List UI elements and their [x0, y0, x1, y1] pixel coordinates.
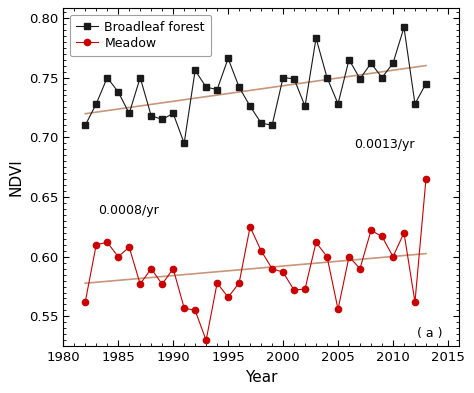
Broadleaf forest [148, 114, 154, 118]
Broadleaf forest [302, 104, 308, 108]
Meadow [93, 242, 99, 247]
Meadow [357, 266, 363, 271]
Broadleaf forest [182, 141, 187, 146]
Meadow [335, 307, 341, 312]
Meadow [214, 281, 220, 285]
Meadow [225, 295, 231, 299]
Meadow [291, 288, 297, 292]
Broadleaf forest [236, 85, 242, 90]
Meadow [247, 224, 253, 229]
Broadleaf forest [324, 75, 330, 80]
Broadleaf forest [291, 76, 297, 81]
Broadleaf forest [368, 61, 374, 66]
Broadleaf forest [379, 75, 385, 80]
Text: 0.0008/yr: 0.0008/yr [99, 204, 159, 217]
Broadleaf forest [192, 68, 198, 73]
Meadow [104, 240, 110, 245]
Meadow [192, 308, 198, 313]
Broadleaf forest [214, 87, 220, 92]
Meadow [379, 234, 385, 239]
Meadow [159, 282, 165, 286]
Meadow [127, 245, 132, 250]
Meadow [182, 306, 187, 310]
Y-axis label: NDVI: NDVI [9, 158, 23, 196]
Meadow [280, 270, 286, 275]
Text: ( a ): ( a ) [417, 327, 443, 340]
Broadleaf forest [170, 111, 176, 116]
Meadow [148, 266, 154, 271]
Line: Broadleaf forest: Broadleaf forest [82, 24, 429, 146]
Broadleaf forest [390, 61, 396, 66]
Broadleaf forest [313, 36, 319, 40]
Broadleaf forest [225, 56, 231, 61]
Meadow [368, 228, 374, 233]
Meadow [258, 248, 264, 253]
Line: Meadow: Meadow [82, 176, 429, 343]
Broadleaf forest [137, 75, 143, 80]
Broadleaf forest [104, 75, 110, 80]
Broadleaf forest [346, 57, 352, 62]
Broadleaf forest [159, 117, 165, 122]
Broadleaf forest [82, 123, 88, 128]
Broadleaf forest [247, 104, 253, 108]
Meadow [82, 300, 88, 305]
Broadleaf forest [93, 101, 99, 106]
Broadleaf forest [401, 25, 407, 30]
Meadow [236, 281, 242, 285]
Broadleaf forest [357, 76, 363, 81]
Broadleaf forest [127, 111, 132, 116]
Meadow [170, 266, 176, 271]
Broadleaf forest [203, 85, 209, 90]
Broadleaf forest [258, 121, 264, 125]
Meadow [302, 286, 308, 291]
Text: 0.0013/yr: 0.0013/yr [355, 138, 415, 151]
Meadow [137, 282, 143, 286]
Meadow [324, 254, 330, 259]
Broadleaf forest [412, 101, 418, 106]
Meadow [115, 254, 121, 259]
Broadleaf forest [423, 81, 429, 86]
Meadow [346, 254, 352, 259]
Meadow [269, 266, 275, 271]
Legend: Broadleaf forest, Meadow: Broadleaf forest, Meadow [70, 15, 211, 56]
Meadow [203, 338, 209, 343]
X-axis label: Year: Year [245, 370, 277, 385]
Broadleaf forest [115, 90, 121, 94]
Meadow [412, 300, 418, 305]
Broadleaf forest [280, 75, 286, 80]
Meadow [423, 177, 429, 182]
Meadow [390, 254, 396, 259]
Meadow [401, 230, 407, 235]
Broadleaf forest [335, 101, 341, 106]
Broadleaf forest [269, 123, 275, 128]
Meadow [313, 240, 319, 245]
